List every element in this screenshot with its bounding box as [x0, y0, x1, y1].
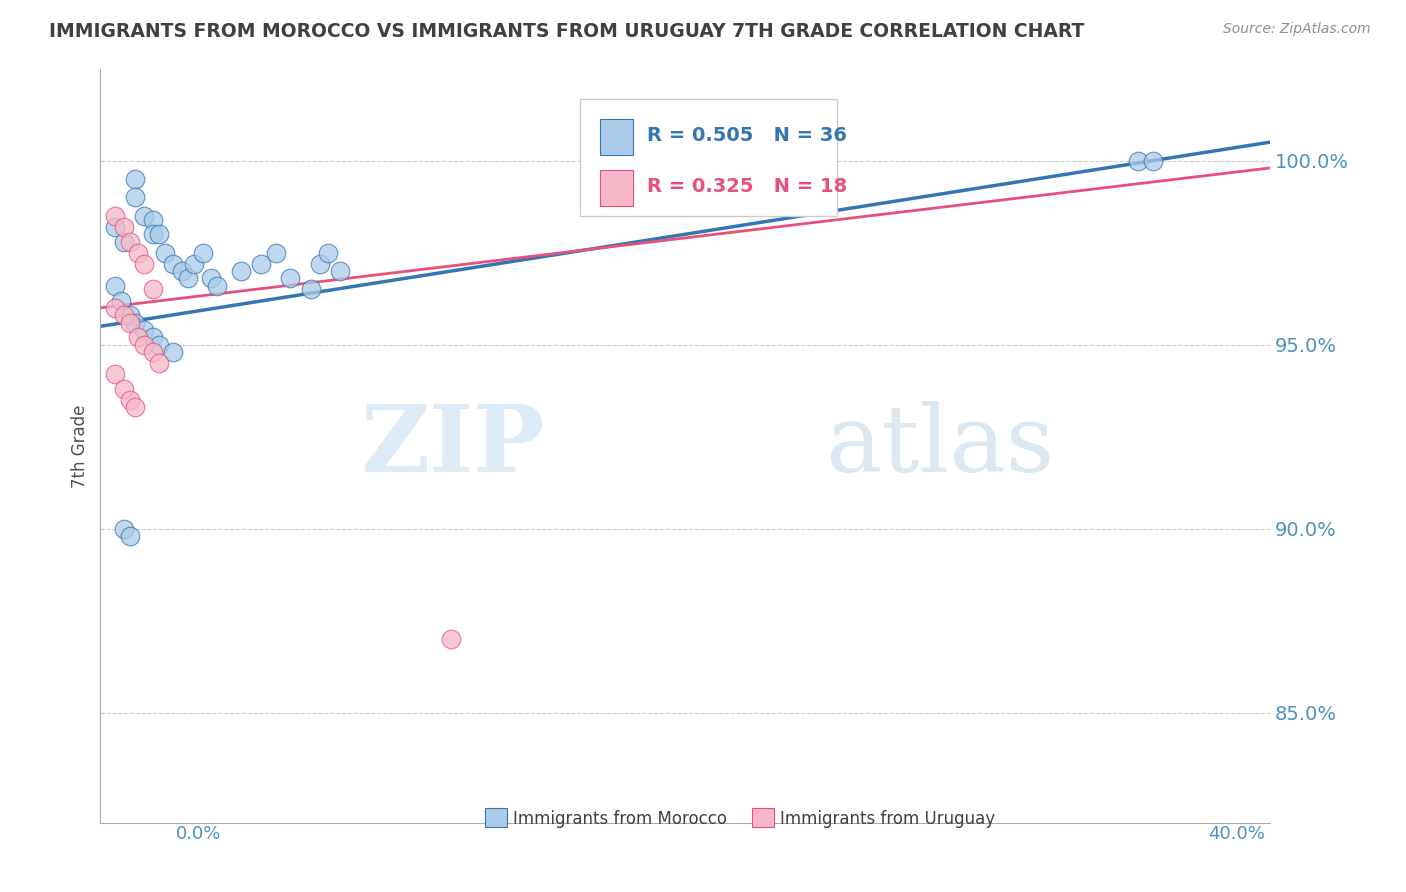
Point	[124, 316, 146, 330]
Point	[124, 172, 146, 186]
Point	[110, 293, 132, 308]
Point	[134, 257, 156, 271]
Text: 0.0%: 0.0%	[176, 825, 221, 843]
Point	[112, 235, 135, 249]
Text: R = 0.325   N = 18: R = 0.325 N = 18	[647, 178, 846, 196]
Point	[440, 632, 463, 647]
Point	[118, 529, 141, 543]
Point	[124, 401, 146, 415]
Point	[118, 308, 141, 322]
Point	[104, 278, 127, 293]
Point	[118, 316, 141, 330]
Point	[299, 283, 322, 297]
Point	[148, 227, 170, 242]
Point	[162, 257, 184, 271]
Point	[318, 245, 340, 260]
Point	[148, 356, 170, 370]
Point	[153, 245, 176, 260]
Point	[118, 235, 141, 249]
Text: IMMIGRANTS FROM MOROCCO VS IMMIGRANTS FROM URUGUAY 7TH GRADE CORRELATION CHART: IMMIGRANTS FROM MOROCCO VS IMMIGRANTS FR…	[49, 22, 1084, 41]
Point	[112, 219, 135, 234]
Point	[177, 271, 200, 285]
Point	[207, 278, 229, 293]
Point	[148, 337, 170, 351]
Y-axis label: 7th Grade: 7th Grade	[72, 404, 89, 488]
Point	[229, 264, 252, 278]
Text: Immigrants from Morocco: Immigrants from Morocco	[513, 810, 727, 828]
Point	[200, 271, 222, 285]
Point	[134, 209, 156, 223]
Point	[1128, 153, 1150, 168]
Point	[172, 264, 194, 278]
Point	[191, 245, 214, 260]
Point	[112, 382, 135, 396]
Text: ZIP: ZIP	[360, 401, 544, 491]
Point	[329, 264, 352, 278]
Point	[264, 245, 287, 260]
Point	[104, 367, 127, 381]
Bar	[600, 119, 633, 155]
Point	[183, 257, 205, 271]
Point	[142, 227, 165, 242]
FancyBboxPatch shape	[579, 99, 837, 216]
Point	[142, 345, 165, 359]
Text: 40.0%: 40.0%	[1209, 825, 1265, 843]
Point	[134, 337, 156, 351]
Bar	[600, 170, 633, 206]
Point	[127, 330, 149, 344]
Point	[127, 245, 149, 260]
Point	[124, 190, 146, 204]
Point	[104, 219, 127, 234]
Text: atlas: atlas	[825, 401, 1054, 491]
Point	[104, 209, 127, 223]
Point	[104, 301, 127, 315]
Point	[112, 522, 135, 536]
Point	[142, 283, 165, 297]
Point	[280, 271, 302, 285]
Text: Source: ZipAtlas.com: Source: ZipAtlas.com	[1223, 22, 1371, 37]
Point	[1142, 153, 1164, 168]
Text: Immigrants from Uruguay: Immigrants from Uruguay	[780, 810, 995, 828]
Point	[142, 330, 165, 344]
Point	[142, 212, 165, 227]
Point	[112, 308, 135, 322]
Point	[308, 257, 330, 271]
Text: R = 0.505   N = 36: R = 0.505 N = 36	[647, 126, 846, 145]
Point	[134, 323, 156, 337]
Point	[162, 345, 184, 359]
Point	[118, 392, 141, 407]
Point	[250, 257, 273, 271]
